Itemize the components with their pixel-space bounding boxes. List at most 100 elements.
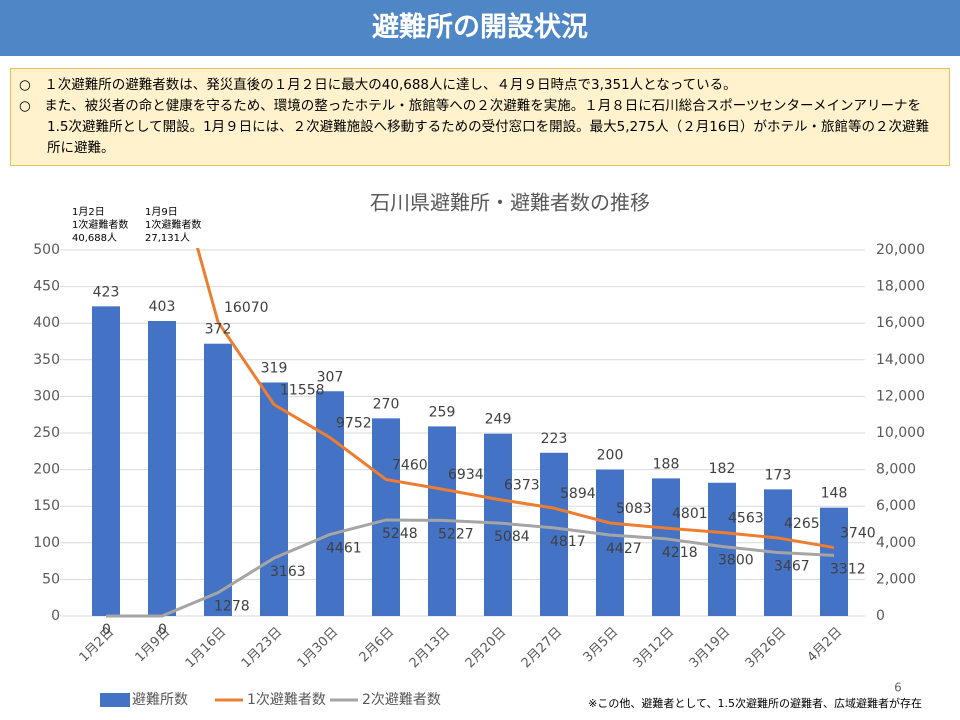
line-label: 11558 [280,382,325,398]
summary-box: ○ １次避難所の避難者数は、発災直後の１月２日に最大の40,688人に達し、４月… [10,68,950,166]
x-tick-label: 3月5日 [581,625,622,666]
x-tick-label: 2月27日 [519,625,566,672]
bar [316,391,344,616]
bar-label: 188 [653,456,680,472]
y2-tick-label: 18,000 [876,279,925,295]
line-label: 3163 [270,564,306,580]
chart-title: 石川県避難所・避難者数の推移 [370,191,650,215]
y-tick-label: 300 [33,388,60,404]
y2-tick-label: 10,000 [876,425,925,441]
line-label: 6373 [504,477,540,493]
bar-label: 372 [205,322,232,338]
bar [708,482,736,616]
x-tick-label: 1月2日 [77,625,118,666]
line-label: 9752 [336,416,372,432]
y-tick-label: 200 [33,462,60,478]
bar-label: 270 [373,396,400,412]
x-tick-label: 3月12日 [631,625,678,672]
line-label: 3740 [840,526,876,542]
bar [204,343,232,616]
bar-label: 173 [765,467,792,483]
x-tick-label: 3月19日 [687,625,734,672]
y2-tick-label: 4,000 [876,535,916,551]
bar-label: 319 [261,360,288,376]
bar-label: 182 [709,461,736,477]
legend-swatch [100,693,130,707]
annotation: 1月2日 [72,206,105,218]
line-label: 7460 [392,457,428,473]
y2-tick-label: 8,000 [876,462,916,478]
line-label: 3467 [774,559,810,575]
page-number: 6 [894,681,902,695]
legend-label: 1次避難者数 [247,692,326,708]
y-tick-label: 250 [33,425,60,441]
y-tick-label: 500 [33,242,60,258]
line [106,518,835,618]
line-label: 4427 [606,541,642,557]
y2-tick-label: 12,000 [876,388,925,404]
x-tick-label: 2月13日 [407,625,454,672]
x-tick-label: 1月30日 [295,625,342,672]
bar-label: 200 [597,448,624,464]
line-label: 4817 [550,534,586,550]
line-label: 5894 [560,486,596,502]
y2-tick-label: 14,000 [876,352,925,368]
bar [652,478,680,616]
x-tick-label: 2月6日 [357,625,398,666]
line-label: 1278 [214,599,250,615]
y-tick-label: 100 [33,535,60,551]
bar-label: 148 [821,486,848,502]
y2-tick-label: 0 [876,608,885,624]
line-label: 3312 [830,561,866,577]
bar-label: 249 [485,412,512,428]
y-tick-label: 350 [33,352,60,368]
line-label: 5227 [438,526,474,542]
line-label: 6934 [448,467,484,483]
bar-label: 223 [541,431,568,447]
bar [372,418,400,616]
annotation: 1次避難者数 [72,218,128,231]
line-label: 0 [102,622,111,638]
legend-label: 避難所数 [132,692,188,708]
annotation: 27,131人 [145,232,190,244]
y2-tick-label: 6,000 [876,498,916,514]
line-label: 5248 [382,526,418,542]
bar [260,382,288,616]
line-label: 0 [158,622,167,638]
legend-label: 2次避難者数 [362,692,441,708]
annotation: 40,688人 [72,232,117,244]
y-tick-label: 400 [33,315,60,331]
line-label: 4801 [672,506,708,522]
x-tick-label: 3月26日 [743,625,790,672]
bar [820,507,848,616]
y2-tick-label: 16,000 [876,315,925,331]
bar [148,321,176,616]
x-tick-label: 1月9日 [133,625,174,666]
plot [92,248,848,618]
bar [92,306,120,616]
line-label: 4461 [326,540,362,556]
line-label: 5083 [616,501,652,517]
bar-label: 259 [429,404,456,420]
line-label: 5084 [494,529,530,545]
y2-tick-label: 20,000 [876,242,925,258]
line-label: 16070 [224,300,269,316]
y-tick-label: 150 [33,498,60,514]
y-tick-label: 50 [42,571,60,587]
bar-label: 307 [317,369,344,385]
annotation: 1月9日 [145,206,178,218]
line [195,248,835,550]
bullet: ○ また、被災者の命と健康を守るため、環境の整ったホテル・旅館等への２次避難を実… [19,98,929,156]
footnote: ※この他、避難者として、1.5次避難所の避難者、広域避難者が存在 [588,696,922,710]
x-tick-label: 1月23日 [239,625,286,672]
bar [540,452,568,616]
x-tick-label: 1月16日 [183,625,230,672]
bar-label: 403 [149,299,176,315]
x-tick-label: 4月2日 [805,625,846,666]
line-label: 4265 [784,516,820,532]
line-label: 3800 [718,552,754,568]
y-tick-label: 450 [33,279,60,295]
y2-tick-label: 2,000 [876,571,916,587]
